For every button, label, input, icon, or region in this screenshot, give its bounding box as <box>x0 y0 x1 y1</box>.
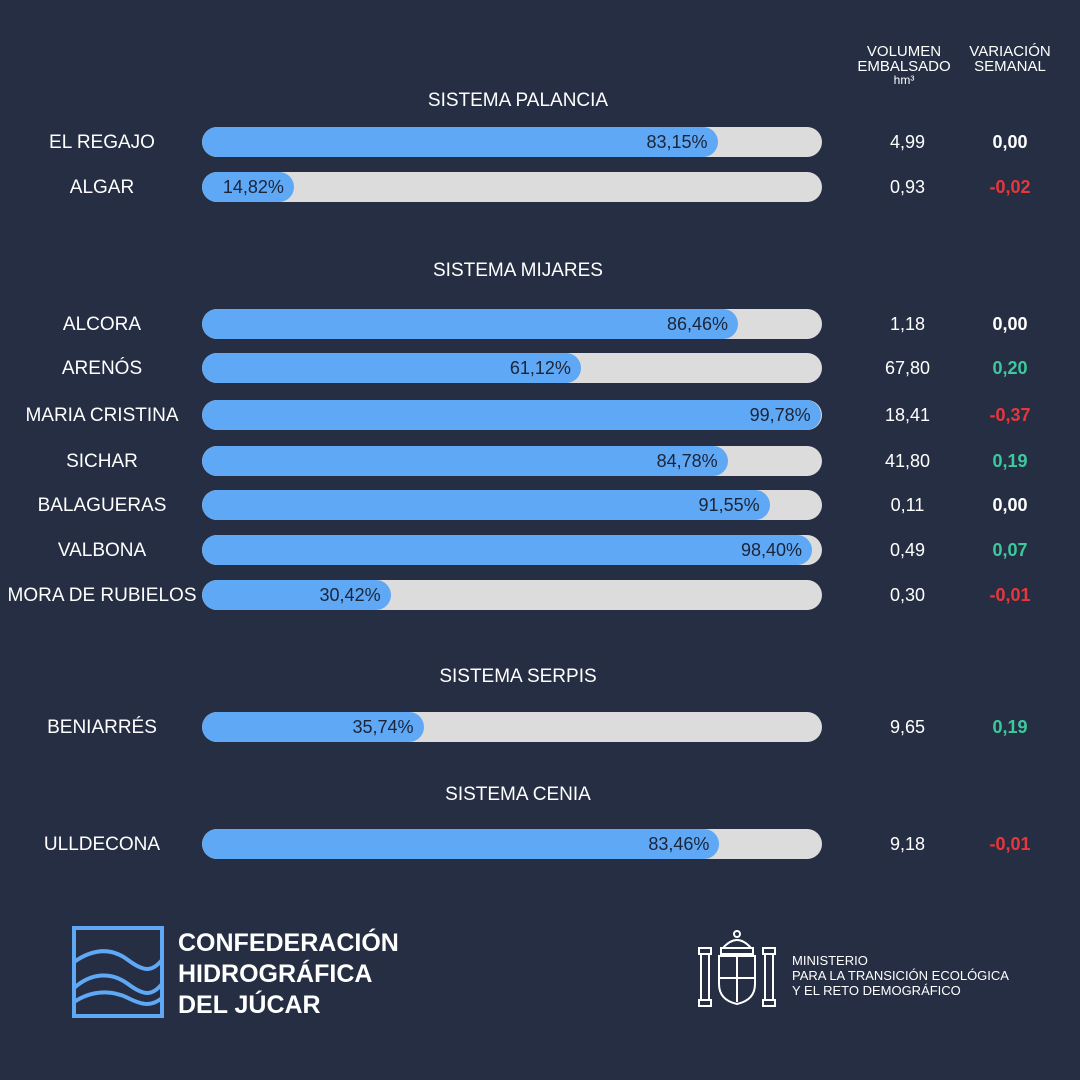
weekly-variation-value: 0,00 <box>992 314 1028 334</box>
chj-logotype: CONFEDERACIÓN HIDROGRÁFICA DEL JÚCAR <box>178 928 399 1021</box>
variation-column-header: VARIACIÓN SEMANAL <box>960 44 1060 74</box>
reservoir-row: ULLDECONA 83,46% 9,18 -0,01 <box>0 829 1080 859</box>
system-title: SISTEMA MIJARES <box>433 260 603 281</box>
reservoir-name: BENIARRÉS <box>47 716 157 738</box>
weekly-variation-value: 0,19 <box>992 717 1028 737</box>
capacity-bar-fill <box>202 309 739 339</box>
reservoir-name: BALAGUERAS <box>37 494 167 516</box>
system-title: SISTEMA CENIA <box>445 784 591 805</box>
volume-value: 0,11 <box>890 495 925 515</box>
reservoir-name: ALGAR <box>69 176 135 198</box>
capacity-bar-fill <box>202 353 581 383</box>
reservoir-row: BALAGUERAS 91,55% 0,11 0,00 <box>0 490 1080 520</box>
volume-value: 1,18 <box>889 314 926 334</box>
capacity-percent-label: 99,78% <box>749 405 811 425</box>
volume-value: 9,18 <box>889 834 926 854</box>
capacity-bar-fill <box>202 829 720 859</box>
volume-header-unit: hm³ <box>893 73 915 87</box>
weekly-variation-value: 0,07 <box>992 540 1028 560</box>
chj-line2: HIDROGRÁFICA <box>178 960 373 988</box>
system-title: SISTEMA PALANCIA <box>427 90 609 111</box>
capacity-bar-track: 83,15% <box>202 127 822 157</box>
capacity-bar-track: 91,55% <box>202 490 822 520</box>
volume-value: 67,80 <box>884 358 931 378</box>
weekly-variation-value: 0,20 <box>992 358 1028 378</box>
capacity-bar-fill <box>202 490 770 520</box>
volume-column-header: VOLUMEN EMBALSADO hm³ <box>850 44 958 86</box>
capacity-percent-label: 30,42% <box>319 585 381 605</box>
capacity-bar-track: 99,78% <box>202 400 822 430</box>
capacity-bar-track: 86,46% <box>202 309 822 339</box>
capacity-percent-label: 98,40% <box>741 540 803 560</box>
chj-line1: CONFEDERACIÓN <box>178 929 399 957</box>
variation-header-line2: SEMANAL <box>974 58 1046 75</box>
volume-value: 18,41 <box>884 405 931 425</box>
capacity-percent-label: 35,74% <box>352 717 414 737</box>
reservoir-row: VALBONA 98,40% 0,49 0,07 <box>0 535 1080 565</box>
volume-value: 4,99 <box>889 132 926 152</box>
capacity-percent-label: 91,55% <box>698 495 760 515</box>
volume-value: 0,93 <box>889 177 926 197</box>
ministry-logotype: MINISTERIO PARA LA TRANSICIÓN ECOLÓGICA … <box>792 953 1009 998</box>
reservoir-row: BENIARRÉS 35,74% 9,65 0,19 <box>0 712 1080 742</box>
reservoir-row: ALCORA 86,46% 1,18 0,00 <box>0 309 1080 339</box>
ministry-line1: MINISTERIO <box>792 953 868 968</box>
capacity-bar-track: 84,78% <box>202 446 822 476</box>
volume-header-line2: EMBALSADO <box>857 58 951 75</box>
reservoir-row: MARIA CRISTINA 99,78% 18,41 -0,37 <box>0 400 1080 430</box>
capacity-bar-track: 30,42% <box>202 580 822 610</box>
capacity-bar-fill <box>202 712 424 742</box>
system-title: SISTEMA SERPIS <box>439 666 597 687</box>
capacity-percent-label: 86,46% <box>666 314 729 334</box>
capacity-percent-label: 83,46% <box>648 834 710 854</box>
capacity-bar-track: 61,12% <box>202 353 822 383</box>
capacity-bar-fill <box>202 580 391 610</box>
capacity-percent-label: 83,15% <box>646 132 708 152</box>
reservoir-name: ALCORA <box>62 313 142 335</box>
capacity-bar-fill <box>202 535 813 565</box>
capacity-bar-fill <box>202 127 718 157</box>
ministry-line2: PARA LA TRANSICIÓN ECOLÓGICA <box>792 968 1009 983</box>
reservoir-name: SICHAR <box>66 450 138 472</box>
capacity-bar-fill <box>202 400 821 430</box>
weekly-variation-value: -0,37 <box>989 405 1031 425</box>
variation-header-line1: VARIACIÓN <box>969 43 1051 60</box>
weekly-variation-value: -0,02 <box>989 177 1031 197</box>
capacity-percent-label: 14,82% <box>222 177 284 197</box>
reservoir-row: EL REGAJO 83,15% 4,99 0,00 <box>0 127 1080 157</box>
chj-line3: DEL JÚCAR <box>178 991 321 1019</box>
weekly-variation-value: 0,19 <box>992 451 1028 471</box>
volume-value: 0,30 <box>889 585 926 605</box>
volume-header-line1: VOLUMEN <box>866 43 942 60</box>
volume-value: 0,49 <box>889 540 926 560</box>
reservoir-name: ULLDECONA <box>43 833 161 855</box>
volume-value: 41,80 <box>884 451 931 471</box>
reservoir-name: MARIA CRISTINA <box>25 404 179 426</box>
weekly-variation-value: -0,01 <box>989 834 1031 854</box>
reservoir-row: MORA DE RUBIELOS 30,42% 0,30 -0,01 <box>0 580 1080 610</box>
capacity-bar-fill <box>202 446 728 476</box>
capacity-percent-label: 61,12% <box>509 358 571 378</box>
capacity-bar-track: 14,82% <box>202 172 822 202</box>
reservoir-name: ARENÓS <box>61 357 143 379</box>
weekly-variation-value: -0,01 <box>989 585 1031 605</box>
capacity-bar-track: 35,74% <box>202 712 822 742</box>
reservoir-name: MORA DE RUBIELOS <box>7 584 197 606</box>
reservoir-name: VALBONA <box>57 539 147 561</box>
capacity-bar-track: 83,46% <box>202 829 822 859</box>
reservoir-row: ARENÓS 61,12% 67,80 0,20 <box>0 353 1080 383</box>
reservoir-name: EL REGAJO <box>49 131 155 153</box>
waves-logo-icon <box>72 926 164 1018</box>
weekly-variation-value: 0,00 <box>992 132 1028 152</box>
weekly-variation-value: 0,00 <box>992 495 1028 515</box>
ministry-line3: Y EL RETO DEMOGRÁFICO <box>792 983 961 998</box>
capacity-bar-track: 98,40% <box>202 535 822 565</box>
volume-value: 9,65 <box>889 717 926 737</box>
reservoir-row: ALGAR 14,82% 0,93 -0,02 <box>0 172 1080 202</box>
capacity-percent-label: 84,78% <box>656 451 718 471</box>
coat-of-arms-icon <box>698 930 776 1007</box>
reservoir-row: SICHAR 84,78% 41,80 0,19 <box>0 446 1080 476</box>
capacity-bar-fill <box>202 172 294 202</box>
